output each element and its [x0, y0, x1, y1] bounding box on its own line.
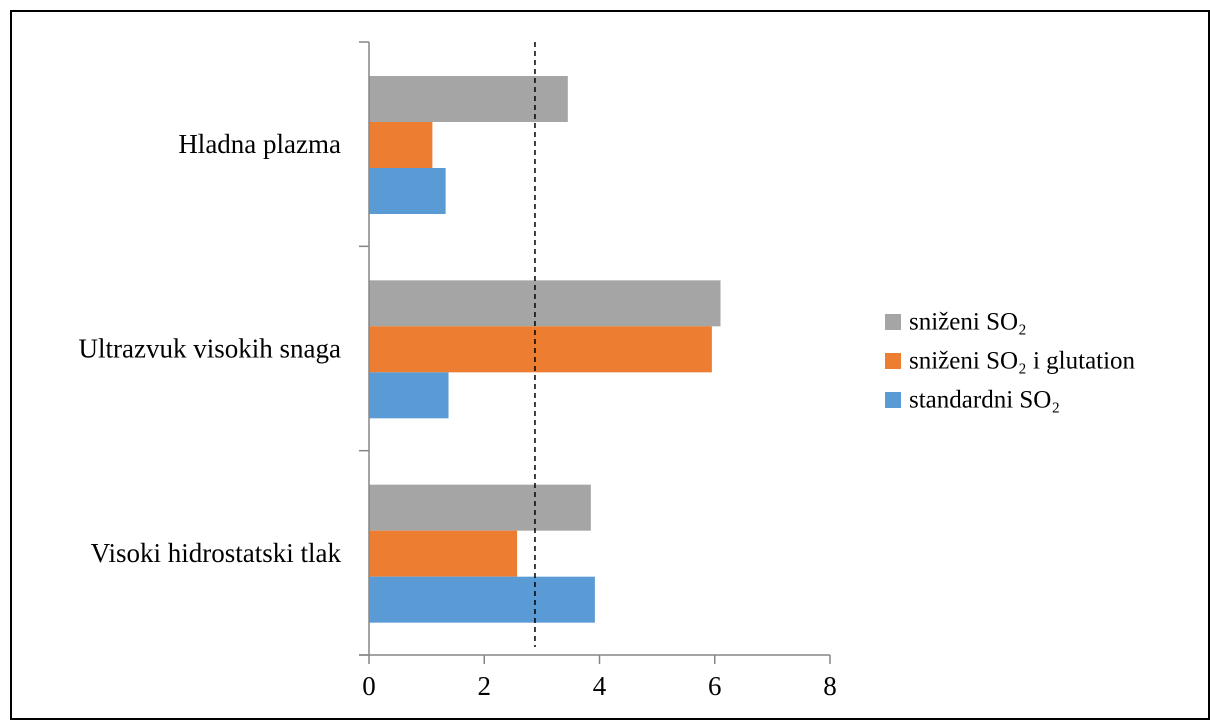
legend-label: sniženi SO₂ i glutation: [909, 348, 1136, 375]
category-label: Visoki hidrostatski tlak: [91, 538, 342, 568]
bars-layer: [369, 76, 721, 623]
legend-label: standardni SO₂: [909, 387, 1060, 414]
x-tick-label: 6: [708, 671, 722, 701]
bar-0-1: [369, 122, 433, 168]
labels-layer: Hladna plazma Ultrazvuk visokih snaga Viso…: [79, 129, 837, 701]
bar-0-2: [369, 168, 446, 214]
bar-2-1: [369, 530, 518, 577]
legend-swatch: [885, 392, 901, 408]
category-label: Ultrazvuk visokih snaga: [79, 334, 341, 364]
legend: sniženi SO₂ sniženi SO₂ i glutation standa…: [885, 309, 1136, 414]
x-tick-label: 2: [478, 671, 492, 701]
legend-swatch: [885, 353, 901, 369]
bar-0-0: [369, 76, 568, 122]
bar-1-0: [369, 280, 721, 327]
bar-1-1: [369, 326, 712, 373]
legend-label: sniženi SO₂: [909, 309, 1027, 336]
x-tick-label: 4: [593, 671, 607, 701]
legend-swatch: [885, 314, 901, 330]
x-tick-label: 0: [362, 671, 376, 701]
x-tick-label: 8: [823, 671, 837, 701]
axis-layer: [359, 41, 831, 664]
bar-1-2: [369, 372, 449, 419]
category-label: Hladna plazma: [178, 129, 341, 159]
bar-2-2: [369, 576, 595, 623]
bar-2-0: [369, 484, 591, 531]
